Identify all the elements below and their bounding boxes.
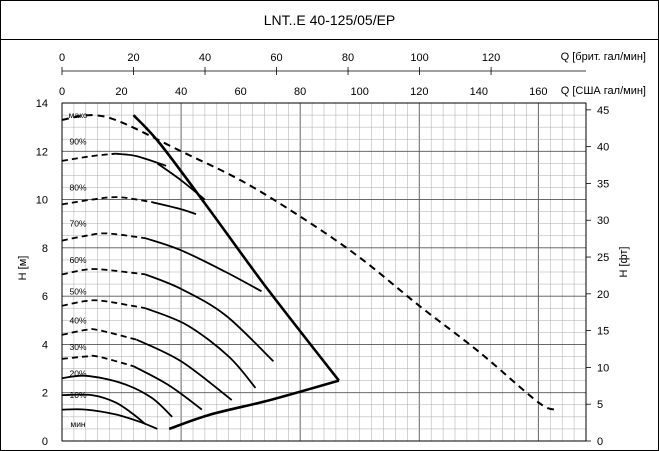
speed-labels: макс 90% 80% 70% 60% 50% 40% 30% 20% 10% мин <box>69 110 88 429</box>
x-top-tick-label: 40 <box>199 52 211 64</box>
y-right-tick-label: 25 <box>597 252 609 264</box>
pump-curves <box>61 114 557 431</box>
y-left-tick-label: 4 <box>42 339 48 351</box>
speed-label: 40% <box>69 315 86 325</box>
y-left-tick-label: 0 <box>42 436 48 448</box>
x-bottom-tick-label: 40 <box>175 86 187 98</box>
speed-label: 10% <box>69 390 86 400</box>
y-left-tick-label: 12 <box>36 146 48 158</box>
x-top-tick-label: 100 <box>410 52 428 64</box>
y-left-tick-label: 8 <box>42 243 48 255</box>
x-axis-top-label: Q [брит. гал/мин] <box>561 51 646 63</box>
y-axis-right-label: H [фт] <box>618 247 630 278</box>
x-bottom-tick-label: 0 <box>59 86 65 98</box>
curve-80pct-solid <box>151 201 197 215</box>
curve-40pct-dashed <box>61 328 137 341</box>
curve-50pct-dashed <box>61 299 146 310</box>
x-top-tick-label: 0 <box>59 52 65 64</box>
y-right-tick-label: 15 <box>597 326 609 338</box>
y-right-tick-label: 5 <box>597 399 603 411</box>
x-bottom-tick-label: 160 <box>529 86 547 98</box>
curve-30pct-dashed <box>61 354 134 368</box>
curve-40pct-solid <box>136 338 233 401</box>
y-left-tick-label: 6 <box>42 291 48 303</box>
curve-60pct-solid <box>145 273 275 362</box>
x-bottom-tick-label: 100 <box>351 86 369 98</box>
speed-label: 70% <box>69 219 86 229</box>
x-bottom-tick-label: 20 <box>115 86 127 98</box>
curve-30pct-solid <box>133 365 203 411</box>
x-top-tick-label: 20 <box>127 52 139 64</box>
curve-70pct-solid <box>145 237 262 293</box>
curve-boundary-bottom <box>168 379 340 431</box>
y-right-tick-label: 35 <box>597 178 609 190</box>
x-bottom-tick-label: 120 <box>410 86 428 98</box>
grid <box>61 102 587 442</box>
y-right-tick-label: 45 <box>597 105 609 117</box>
curve-10pct <box>61 393 146 425</box>
speed-label: 80% <box>69 183 86 193</box>
y-left-tick-label: 10 <box>36 195 48 207</box>
speed-label: мин <box>70 419 86 429</box>
curve-20pct <box>61 374 173 418</box>
x-top-tick-label: 120 <box>482 52 500 64</box>
y-right-tick-label: 20 <box>597 289 609 301</box>
x-top-tick-label: 60 <box>270 52 282 64</box>
curve-min <box>61 408 158 430</box>
curve-50pct-solid <box>145 307 257 389</box>
y-right-tick-label: 10 <box>597 362 609 374</box>
speed-label: 50% <box>69 286 86 296</box>
x-bottom-tick-label: 140 <box>470 86 488 98</box>
plot-border <box>61 102 587 442</box>
curve-80pct-dashed <box>61 196 152 206</box>
x-bottom-tick-label: 80 <box>294 86 306 98</box>
y-axis-left-label: H [м] <box>17 256 29 281</box>
curve-70pct-dashed <box>61 232 146 242</box>
y-left-tick-label: 14 <box>36 98 48 110</box>
y-right-tick-label: 30 <box>597 215 609 227</box>
y-right-tick-label: 0 <box>597 436 603 448</box>
speed-label: макс <box>69 110 88 120</box>
x-axis-bottom-label: Q [США гал/мин] <box>561 85 646 97</box>
curve-60pct-dashed <box>61 268 146 276</box>
speed-label: 20% <box>69 368 86 378</box>
speed-label: 30% <box>69 342 86 352</box>
curve-max <box>61 114 557 411</box>
curve-90pct-solid <box>115 152 167 167</box>
x-top-tick-label: 80 <box>342 52 354 64</box>
y-left-tick-label: 2 <box>42 388 48 400</box>
curve-90pct-dashed <box>61 152 116 162</box>
x-bottom-tick-label: 60 <box>235 86 247 98</box>
speed-label: 60% <box>69 255 86 265</box>
y-right-tick-label: 40 <box>597 142 609 154</box>
curve-boundary-right <box>132 114 340 382</box>
speed-label: 90% <box>69 137 86 147</box>
